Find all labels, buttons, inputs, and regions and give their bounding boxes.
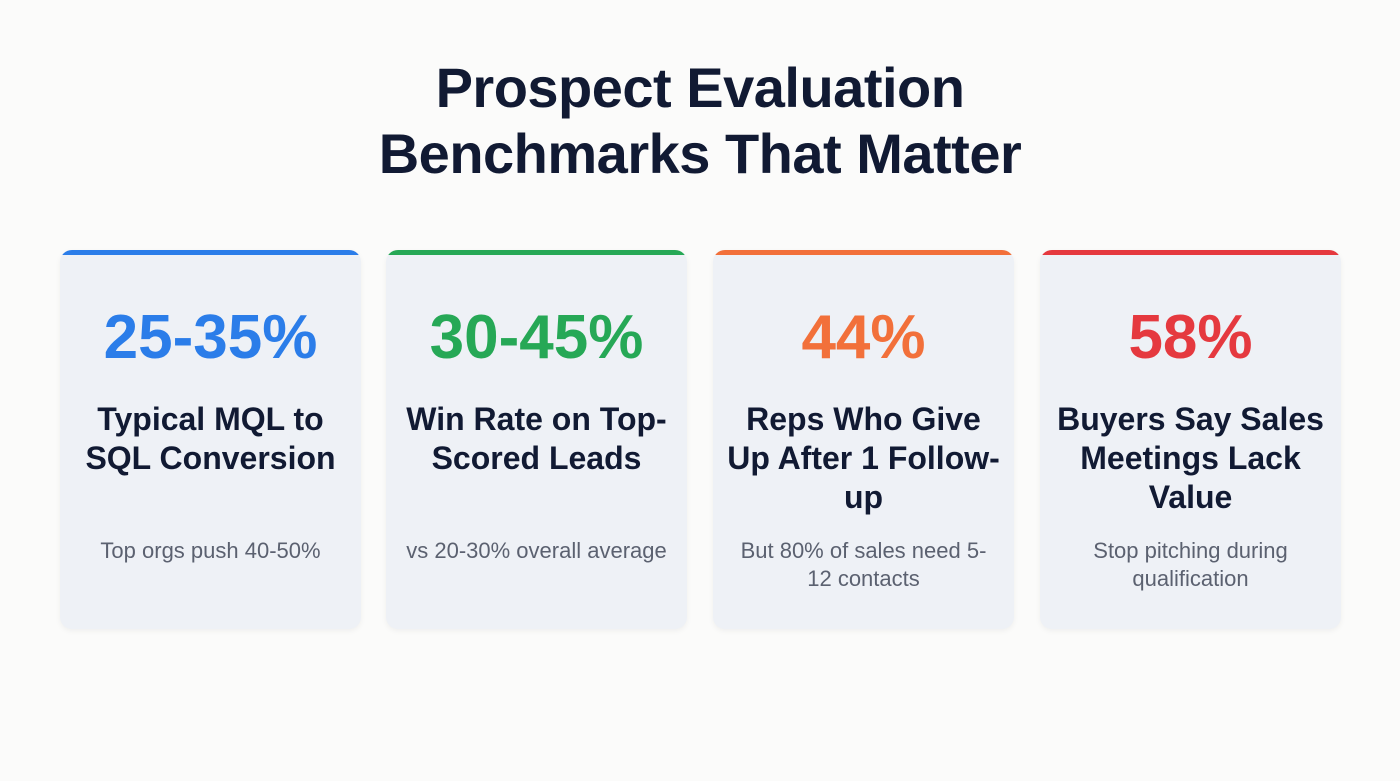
title-line-1: Prospect Evaluation [435, 56, 965, 119]
card-stat: 25-35% [103, 303, 318, 372]
card-note: Stop pitching during qualification [1093, 538, 1288, 591]
title-line-2: Benchmarks That Matter [378, 122, 1022, 185]
card-meetings-value: 58% Buyers Say Sales Meetings Lack Value… [1040, 250, 1341, 629]
card-note: But 80% of sales need 5-12 contacts [740, 538, 987, 591]
card-accent-bar [1040, 250, 1341, 255]
card-accent-bar [60, 250, 361, 255]
card-label: Win Rate on Top-Scored Leads [406, 401, 667, 476]
card-note: vs 20-30% overall average [406, 538, 667, 563]
card-follow-up: 44% Reps Who Give Up After 1 Follow-up B… [713, 250, 1014, 629]
card-accent-bar [713, 250, 1014, 255]
card-label: Buyers Say Sales Meetings Lack Value [1057, 401, 1324, 515]
page-title: Prospect Evaluation Benchmarks That Matt… [0, 55, 1400, 187]
card-label: Typical MQL to SQL Conversion [85, 401, 336, 476]
card-accent-bar [386, 250, 687, 255]
card-stat: 58% [1128, 303, 1253, 372]
card-label: Reps Who Give Up After 1 Follow-up [727, 401, 1000, 515]
card-stat: 44% [801, 303, 926, 372]
card-mql-conversion: 25-35% Typical MQL to SQL Conversion Top… [60, 250, 361, 629]
card-note: Top orgs push 40-50% [100, 538, 321, 563]
card-stat: 30-45% [429, 303, 644, 372]
card-win-rate: 30-45% Win Rate on Top-Scored Leads vs 2… [386, 250, 687, 629]
benchmark-cards: 25-35% Typical MQL to SQL Conversion Top… [60, 250, 1341, 629]
